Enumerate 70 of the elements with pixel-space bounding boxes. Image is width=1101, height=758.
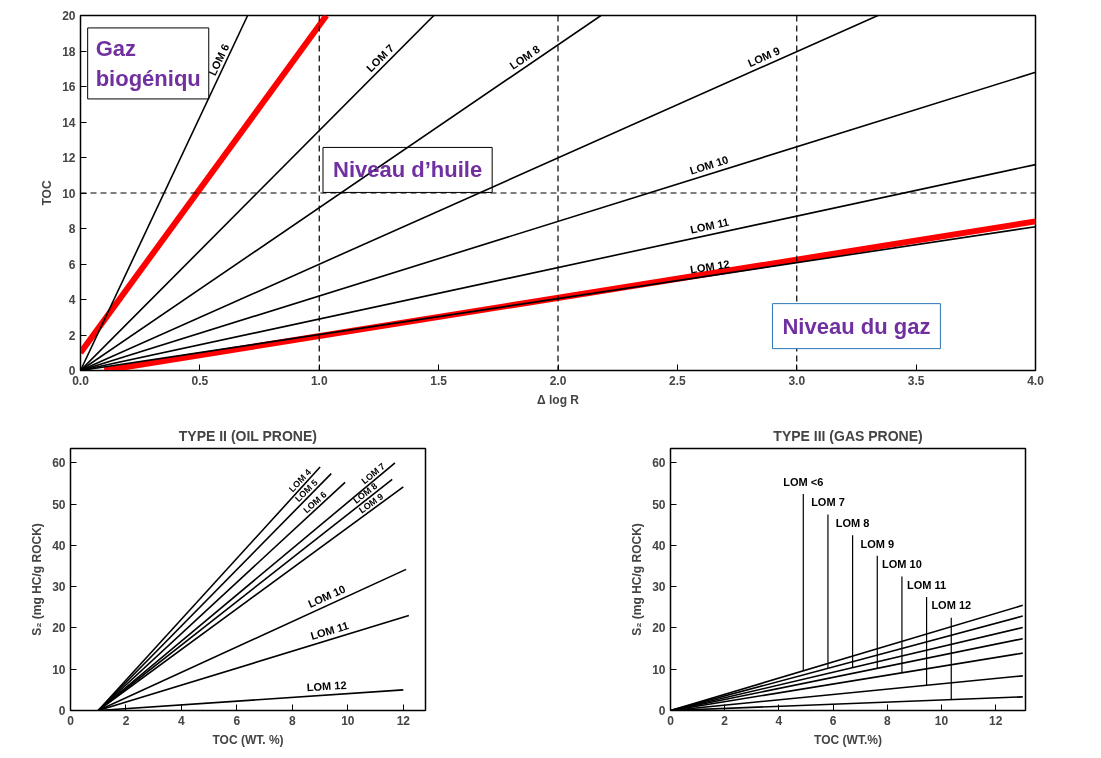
y-tick-label: 10 — [652, 662, 666, 677]
x-tick-label: 10 — [934, 713, 949, 728]
text: LOM 8 — [835, 516, 870, 529]
text: LOM 11 — [689, 215, 730, 236]
x-tick-label: 6 — [233, 713, 241, 728]
chart-title: TYPE III (GAS PRONE) — [773, 427, 923, 444]
series-label: LOM 12 — [306, 678, 347, 694]
x-tick-label: 8 — [289, 713, 297, 728]
y-tick-label: 4 — [68, 293, 76, 307]
y-tick-label: 30 — [652, 580, 666, 595]
x-tick-label: 1.0 — [310, 373, 328, 388]
y-tick-label: 60 — [652, 456, 666, 471]
text: LOM 11 — [309, 619, 350, 642]
text: LOM 12 — [689, 257, 731, 276]
y-tick-label: 20 — [652, 621, 666, 636]
x-tick-label: 2.5 — [669, 373, 687, 388]
y-tick-label: 50 — [52, 497, 66, 512]
x-tick-label: 10 — [341, 713, 355, 728]
y-tick-label: 0 — [58, 704, 66, 718]
text: LOM 6 — [206, 41, 232, 78]
y-tick-label: 40 — [652, 538, 666, 553]
x-tick-label: 2 — [122, 713, 130, 728]
x-tick-label: 3.5 — [907, 373, 925, 388]
x-tick-label: 1.5 — [430, 373, 448, 388]
text: LOM 12 — [931, 599, 972, 612]
x-tick-label: 4 — [178, 713, 186, 728]
y-tick-label: 50 — [652, 497, 666, 512]
x-tick-label: 6 — [829, 713, 837, 728]
x-tick-label: 2.0 — [549, 373, 567, 388]
x-tick-label: 3.0 — [788, 373, 806, 388]
text: LOM 9 — [746, 44, 782, 70]
text: LOM 7 — [811, 496, 845, 509]
y-tick-label: 0 — [658, 704, 666, 718]
y-tick-label: 20 — [62, 9, 76, 23]
y-tick-label: 20 — [52, 621, 66, 636]
annotation: Gaz biogéniqu — [95, 35, 201, 91]
y-tick-label: 2 — [68, 328, 76, 343]
text: LOM 10 — [306, 582, 348, 610]
y-tick-label: 60 — [52, 456, 66, 471]
y-tick-label: 10 — [62, 186, 76, 201]
text: LOM 11 — [907, 578, 947, 591]
y-axis-title: S₂ (mg HC/g ROCK) — [30, 523, 45, 636]
y-tick-label: 10 — [52, 662, 66, 677]
chart-title: TYPE II (OIL PRONE) — [178, 427, 317, 444]
x-axis-title: TOC (WT.%) — [814, 732, 882, 747]
y-tick-label: 12 — [62, 151, 76, 165]
y-tick-label: 6 — [68, 257, 76, 272]
y-tick-label: 30 — [52, 580, 66, 595]
y-tick-label: 14 — [62, 115, 76, 130]
x-tick-label: 8 — [883, 713, 891, 728]
y-tick-label: 16 — [62, 80, 76, 94]
x-axis-title: TOC (WT. %) — [212, 732, 284, 747]
x-tick-label: 12 — [396, 713, 411, 728]
y-tick-label: 40 — [52, 538, 66, 553]
text: LOM 10 — [688, 153, 730, 177]
y-tick-label: 18 — [62, 44, 76, 59]
text: LOM 9 — [860, 537, 895, 550]
x-tick-label: 0.5 — [191, 373, 209, 388]
x-tick-label: 12 — [989, 713, 1003, 728]
x-tick-label: 4.0 — [1027, 373, 1045, 388]
x-tick-label: 4 — [775, 713, 783, 728]
y-axis-title: S₂ (mg HC/g ROCK) — [630, 523, 645, 636]
y-tick-label: 8 — [68, 222, 76, 236]
x-axis-title: Δ log R — [537, 392, 580, 407]
x-tick-label: 2 — [721, 713, 729, 728]
annotation: Niveau du gaz — [782, 313, 931, 339]
y-axis-title: TOC — [40, 180, 55, 206]
y-tick-label: 0 — [68, 364, 76, 378]
text: LOM 10 — [882, 558, 922, 571]
text: LOM <6 — [783, 475, 824, 488]
